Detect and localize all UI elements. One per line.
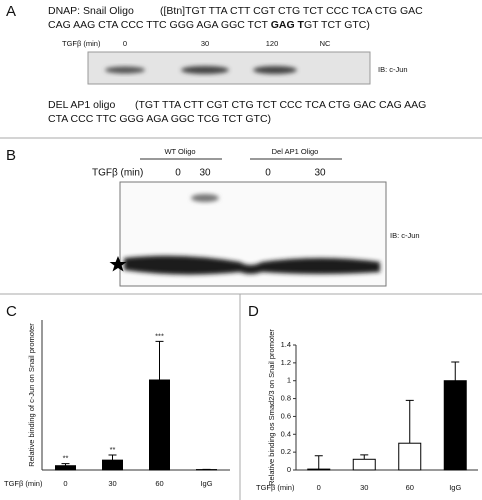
x-tick-label: 30 <box>108 479 116 488</box>
x-axis-label: TGFβ (min) <box>4 479 43 488</box>
lane-label: 0 <box>265 168 271 179</box>
lane-label: 30 <box>199 168 211 179</box>
panel-label: B <box>6 147 16 164</box>
y-axis-label: Relative binding os Smad2/3 on Snail pro… <box>267 329 276 486</box>
y-tick-label: 1.4 <box>281 340 291 349</box>
oligo-label: DNAP: Snail Oligo <box>48 5 134 17</box>
x-tick-label: 30 <box>360 483 368 492</box>
significance-label: ** <box>110 445 116 454</box>
lane-label: NC <box>320 39 331 48</box>
blot-label: IB: c-Jun <box>378 65 408 74</box>
bar <box>352 458 376 471</box>
band <box>191 194 219 202</box>
panel-label: A <box>6 3 16 20</box>
lane-label: 30 <box>201 39 209 48</box>
lane-label: 120 <box>266 39 279 48</box>
y-tick-label: 0.6 <box>281 411 291 420</box>
y-axis-label: Relative binding of c-Jun on Snail promo… <box>27 323 36 467</box>
significance-label: *** <box>155 331 164 340</box>
bar <box>443 380 467 471</box>
oligo-sequence: ([Btn]TGT TTA CTT CGT CTG TCT CCC TCA CT… <box>160 5 423 17</box>
error-bar <box>108 454 117 461</box>
oligo-sequence: CAG AAG CTA CCC TTC GGG AGA GGC TCT GAG … <box>48 19 370 31</box>
panel-label: C <box>6 303 17 320</box>
bar <box>398 442 422 471</box>
blot-label: IB: c-Jun <box>390 231 420 240</box>
x-tick-label: IgG <box>449 483 461 492</box>
y-tick-label: 0.4 <box>281 429 291 438</box>
y-tick-label: 0 <box>287 465 291 474</box>
band <box>181 66 229 74</box>
bar <box>307 468 331 471</box>
bar <box>55 465 76 471</box>
sequence-bold: GAG T <box>271 19 305 31</box>
lane-label: 30 <box>314 168 326 179</box>
error-bar <box>405 399 414 444</box>
treatment-label: TGFβ (min) <box>92 168 143 179</box>
treatment-label: TGFβ (min) <box>62 39 101 48</box>
band <box>105 66 145 74</box>
y-tick-label: 1.2 <box>281 358 291 367</box>
oligo-sequence: CTA CCC TTC GGG AGA GGC TCG TCT GTC) <box>48 113 271 125</box>
y-tick-label: 0.2 <box>281 447 291 456</box>
band <box>124 255 380 275</box>
x-tick-label: IgG <box>200 479 212 488</box>
error-bar <box>155 340 164 380</box>
x-tick-label: 0 <box>63 479 67 488</box>
lane-label: 0 <box>175 168 181 179</box>
group-label: WT Oligo <box>164 147 195 156</box>
band <box>253 66 297 74</box>
error-bar <box>61 463 70 466</box>
lane-label: 0 <box>123 39 127 48</box>
y-tick-label: 0.8 <box>281 394 291 403</box>
error-bar <box>360 454 369 460</box>
oligo-label: DEL AP1 oligo <box>48 99 115 111</box>
x-axis-label: TGFβ (min) <box>256 483 295 492</box>
error-bar <box>451 361 460 381</box>
significance-label: ** <box>63 454 69 463</box>
bar <box>102 459 123 471</box>
bar <box>149 379 170 471</box>
sequence-part: CAG AAG CTA CCC TTC GGG AGA GGC TCT <box>48 19 271 31</box>
y-tick-label: 1 <box>287 376 291 385</box>
oligo-sequence: (TGT TTA CTT CGT CTG TCT CCC TCA CTG GAC… <box>135 99 426 111</box>
error-bar <box>314 455 323 470</box>
star-marker <box>109 256 127 272</box>
group-label: Del AP1 Oligo <box>272 147 319 156</box>
x-tick-label: 60 <box>406 483 414 492</box>
x-tick-label: 0 <box>317 483 321 492</box>
sequence-part: GT TCT GTC) <box>304 19 370 31</box>
panel-label: D <box>248 303 259 320</box>
x-tick-label: 60 <box>155 479 163 488</box>
